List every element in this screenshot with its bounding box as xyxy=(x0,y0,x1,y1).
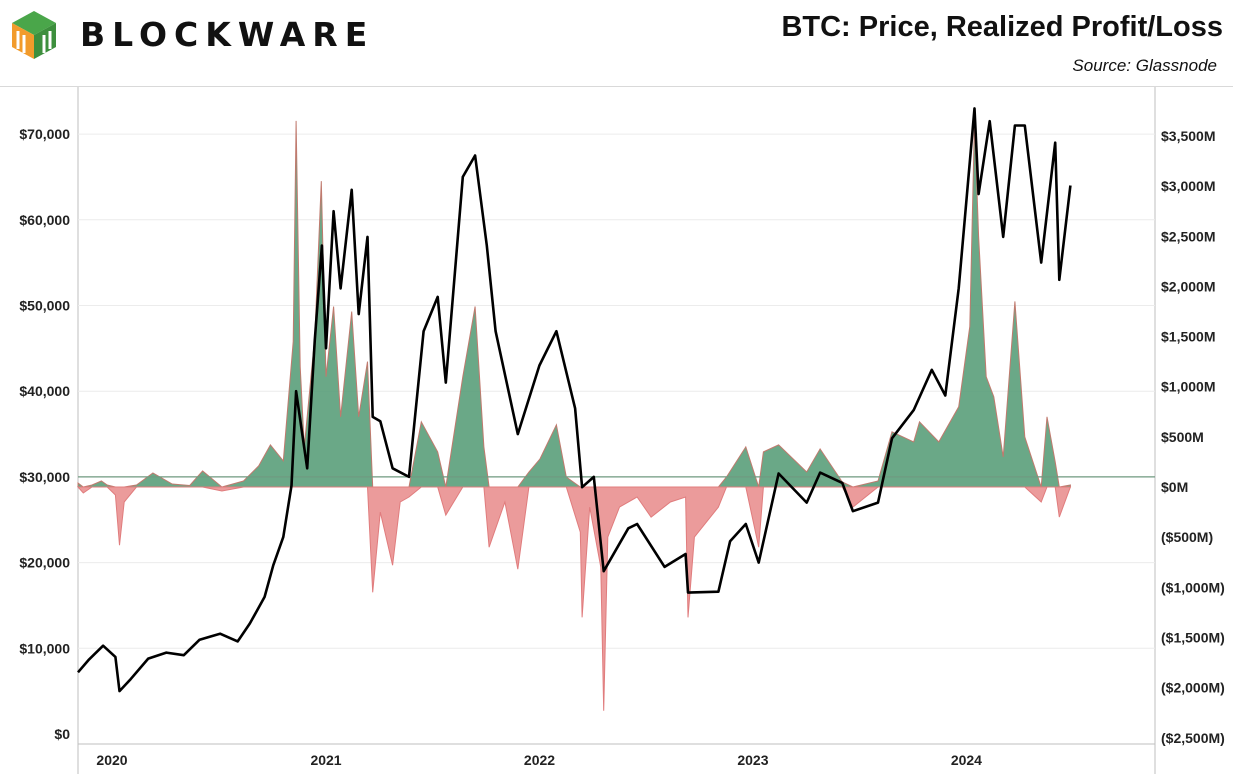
right-axis-tick-label: $3,000M xyxy=(1161,178,1215,194)
btc-price-realized-pl-chart: $0 $10,000 $20,000 $30,000 $40,000 $50,000 $60… xyxy=(19,87,1225,774)
left-axis-tick-label: $40,000 xyxy=(19,383,70,399)
right-axis-tick-label: ($1,000M) xyxy=(1161,579,1225,595)
right-axis-tick-label: ($2,000M) xyxy=(1161,680,1225,696)
right-axis-tick-label: $0M xyxy=(1161,479,1188,495)
x-axis-tick-label: 2024 xyxy=(951,752,982,768)
left-axis-tick-label: $10,000 xyxy=(19,640,70,656)
realized-loss-area xyxy=(76,486,1072,711)
btc-price-line xyxy=(77,107,1072,693)
x-axis-tick-label: 2020 xyxy=(96,752,127,768)
x-axis-tick-label: 2022 xyxy=(524,752,555,768)
chart-source: Source: Glassnode xyxy=(1072,56,1217,75)
blockware-logo-icon xyxy=(12,11,56,59)
realized-profit-area xyxy=(77,120,1071,488)
left-axis-tick-label: $30,000 xyxy=(19,469,70,485)
right-axis-tick-label: $3,500M xyxy=(1161,128,1215,144)
x-axis-tick-label: 2023 xyxy=(737,752,768,768)
right-axis-tick-label: ($2,500M) xyxy=(1161,730,1225,746)
right-axis-tick-label: $2,000M xyxy=(1161,278,1215,294)
left-axis-tick-label: $60,000 xyxy=(19,212,70,228)
chart-header: BLOCKWARE BTC: Price, Realized Profit/Lo… xyxy=(0,0,1233,86)
left-axis-tick-label: $50,000 xyxy=(19,298,70,314)
right-axis-tick-label: $1,000M xyxy=(1161,379,1215,395)
x-axis-tick-label: 2021 xyxy=(310,752,341,768)
left-axis-tick-label: $70,000 xyxy=(19,126,70,142)
right-axis-tick-label: $500M xyxy=(1161,429,1204,445)
right-axis-tick-label: $2,500M xyxy=(1161,228,1215,244)
left-axis-tick-label: $20,000 xyxy=(19,555,70,571)
header-divider xyxy=(0,86,1233,87)
chart-title: BTC: Price, Realized Profit/Loss xyxy=(781,11,1223,43)
left-axis-tick-label: $0 xyxy=(54,726,70,742)
right-axis-tick-label: ($500M) xyxy=(1161,529,1213,545)
right-axis-tick-label: ($1,500M) xyxy=(1161,629,1225,645)
brand-name: BLOCKWARE xyxy=(80,15,375,54)
right-axis-tick-label: $1,500M xyxy=(1161,329,1215,345)
